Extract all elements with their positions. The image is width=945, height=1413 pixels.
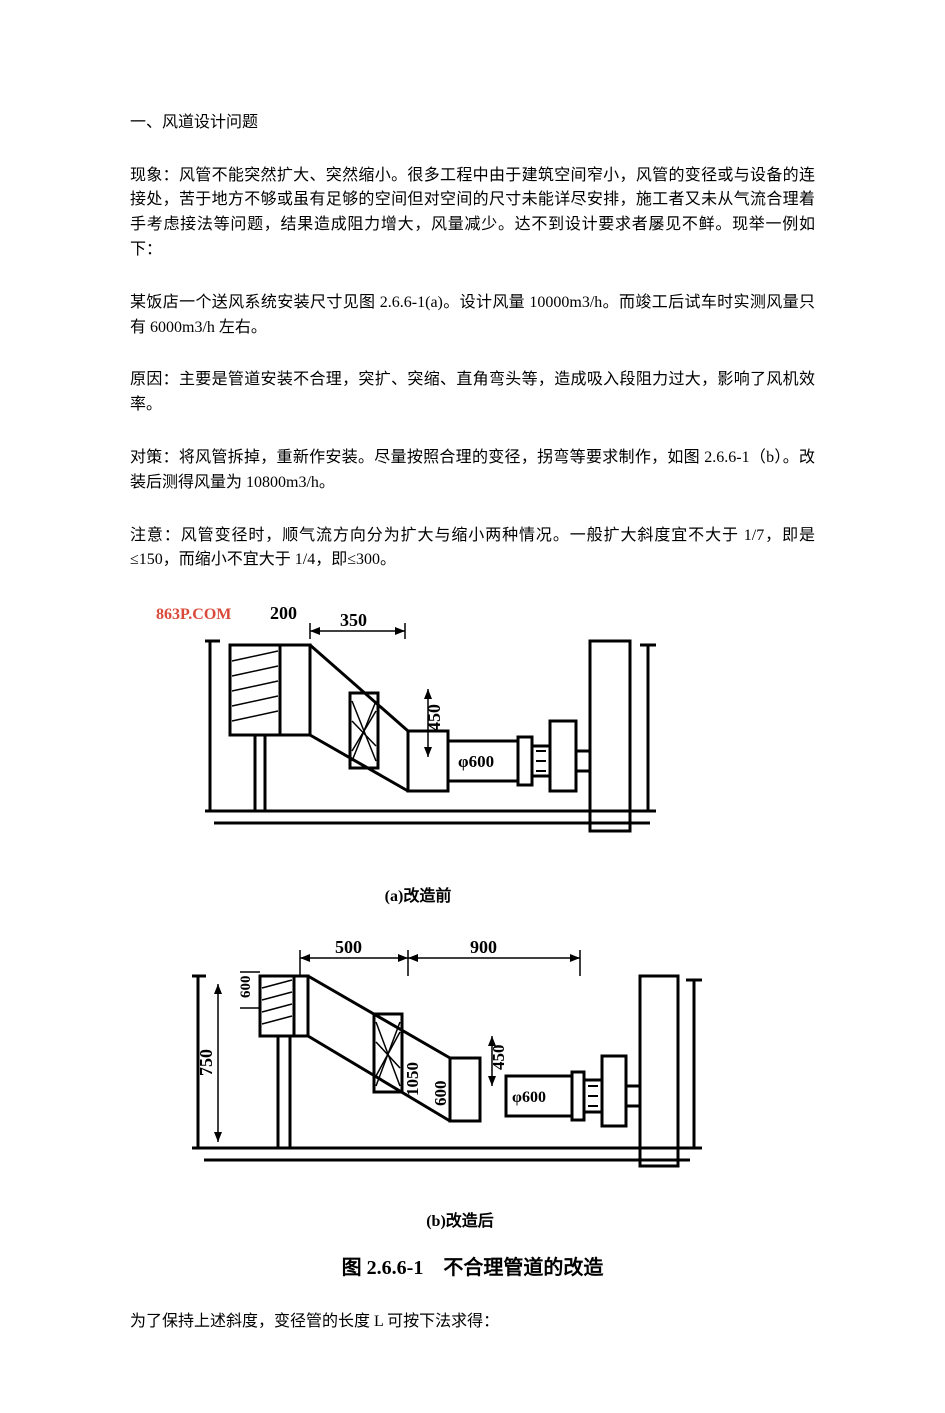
dim-b-750: 750 — [196, 1049, 216, 1076]
dim-b-600-top: 600 — [238, 976, 254, 999]
diagram-b-caption: (b)改造后 — [240, 1207, 680, 1231]
dim-b-phi600: φ600 — [512, 1089, 546, 1106]
dim-b-600: 600 — [431, 1081, 450, 1107]
diagram-a-container: 863P.COM 200 350 — [150, 601, 815, 906]
paragraph-note: 注意：风管变径时，顺气流方向分为扩大与缩小两种情况。一般扩大斜度宜不大于 1/7… — [130, 524, 815, 574]
figure-main-caption: 图 2.6.6-1 不合理管道的改造 — [130, 1251, 815, 1280]
paragraph-formula-intro: 为了保持上述斜度，变径管的长度 L 可按下法求得： — [130, 1310, 815, 1335]
dim-b-900: 900 — [470, 937, 497, 957]
dim-a-phi600: φ600 — [458, 752, 494, 771]
dim-a-350: 350 — [340, 610, 367, 630]
paragraph-cause: 原因：主要是管道安装不合理，突扩、突缩、直角弯头等，造成吸入段阻力过大，影响了风… — [130, 368, 815, 418]
dim-b-450: 450 — [489, 1045, 508, 1071]
diagram-a-svg: 863P.COM 200 350 — [150, 601, 670, 871]
diagram-b-container: 500 900 750 600 — [150, 936, 815, 1231]
diagram-a-caption: (a)改造前 — [218, 882, 618, 906]
section-heading: 一、风道设计问题 — [130, 110, 815, 136]
watermark-text: 863P.COM — [156, 606, 231, 623]
dim-b-500: 500 — [335, 937, 362, 957]
dim-a-450: 450 — [424, 704, 444, 731]
paragraph-solution: 对策：将风管拆掉，重新作安装。尽量按照合理的变径，拐弯等要求制作，如图 2.6.… — [130, 446, 815, 496]
diagram-b-svg: 500 900 750 600 — [150, 936, 710, 1196]
dim-b-1050: 1050 — [403, 1062, 422, 1096]
paragraph-example: 某饭店一个送风系统安装尺寸见图 2.6.6-1(a)。设计风量 10000m3/… — [130, 291, 815, 341]
paragraph-phenomenon: 现象：风管不能突然扩大、突然缩小。很多工程中由于建筑空间窄小，风管的变径或与设备… — [130, 164, 815, 263]
dim-a-200: 200 — [270, 603, 297, 623]
